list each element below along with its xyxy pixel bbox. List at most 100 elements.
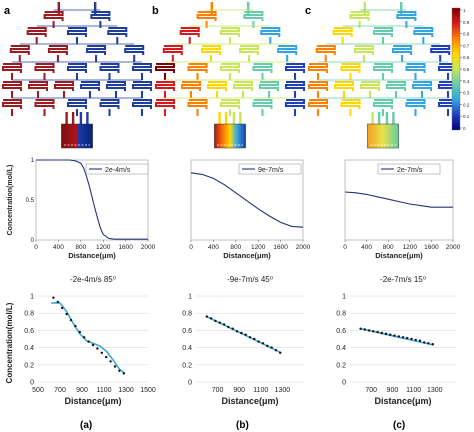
data-point — [205, 315, 208, 318]
x-tick-label: 0 — [34, 244, 38, 251]
colorbar-tick-label: 0.2 — [463, 102, 470, 107]
data-point — [393, 334, 396, 337]
data-point — [372, 330, 375, 333]
plot-frame — [190, 159, 304, 241]
chart-title: -2e-7m/s 15⁰ — [380, 275, 426, 284]
data-point — [279, 351, 282, 354]
fit-line — [360, 327, 434, 346]
colorbar-tick-label: 0.6 — [463, 55, 470, 60]
data-point — [65, 312, 68, 316]
data-point — [423, 341, 426, 344]
x-axis-label: Distance(μm) — [223, 251, 271, 260]
data-point — [363, 328, 366, 331]
colorbar-tick-label: 0.1 — [463, 114, 470, 119]
x-tick-label: 2000 — [141, 244, 156, 251]
colorbar-tick-label: 1 — [463, 8, 466, 13]
colorbar-tick-label: 0.9 — [463, 20, 470, 25]
x-tick-label: 1100 — [406, 387, 421, 394]
x-tick-label: 1300 — [427, 387, 443, 394]
fit-chart-b: -9e-7m/s 45⁰ 0 0.2 0.4 0.6 0.8 1 700 900 1100 1300… — [182, 275, 304, 406]
y-tick-label: 1 — [31, 158, 35, 164]
x-tick-label: 1200 — [96, 244, 111, 251]
y-tick-label: 0.2 — [24, 362, 34, 369]
data-point — [431, 343, 434, 346]
concentration-profile-chart-c: 0 400 800 1200 1600 2000 Distance(μm) 2e-7m/s — [343, 159, 461, 260]
y-tick-label: 1 — [188, 294, 192, 301]
data-point — [410, 337, 413, 341]
y-tick-label: 0.4 — [336, 345, 346, 352]
y-tick-label: 1 — [30, 294, 34, 301]
y-tick-label: 0.6 — [182, 328, 192, 335]
plot-frame — [344, 159, 454, 241]
plot-frame — [35, 159, 149, 241]
data-point — [261, 342, 265, 345]
x-tick-label: 1300 — [275, 387, 291, 394]
data-point — [105, 355, 108, 359]
x-tick-label: 800 — [75, 244, 86, 251]
colorbar-tick-label: 0.4 — [463, 79, 470, 84]
data-point — [87, 340, 90, 343]
x-tick-label: 0 — [189, 244, 193, 251]
data-point — [118, 369, 121, 372]
data-point — [397, 335, 400, 338]
x-axis-label: Distance(μm) — [375, 251, 423, 260]
colorbar-tick-label: 0.8 — [463, 32, 470, 37]
data-point — [244, 333, 247, 336]
fit-chart-c: -2e-7m/s 15⁰ 0 0.2 0.4 0.6 0.8 1 700 900 1100 1300… — [336, 275, 456, 406]
y-axis-label: Concentration(mol/L) — [5, 302, 14, 383]
y-tick-label: 0.8 — [182, 311, 192, 318]
x-tick-label: 400 — [53, 244, 64, 251]
x-tick-label: 500 — [32, 387, 44, 394]
data-point — [56, 300, 59, 304]
y-tick-label: 0 — [342, 380, 346, 387]
y-tick-label: 0.4 — [24, 345, 34, 352]
data-point — [266, 344, 269, 348]
colorbar-ticks: 1 0.9 0.8 0.7 0.6 0.5 0.4 0.3 0.2 0.1 0 — [460, 8, 470, 131]
data-point — [231, 327, 234, 330]
data-point — [209, 317, 213, 320]
colorbar-tick-label: 0.3 — [463, 91, 470, 96]
data-point — [122, 372, 126, 375]
data-point — [406, 336, 409, 340]
x-tick-label: 900 — [76, 387, 88, 394]
x-axis-label: Distance(μm) — [221, 396, 278, 406]
colorbar-tick-label: 0.7 — [463, 43, 470, 48]
panel-letter-b: b — [152, 5, 159, 17]
data-point — [359, 327, 362, 330]
data-point — [83, 336, 86, 339]
panel-letter-a: a — [4, 5, 11, 17]
x-axis-label: Distance(μm) — [68, 251, 116, 260]
y-tick-label: 0.6 — [336, 328, 346, 335]
x-tick-label: 0 — [343, 244, 347, 251]
y-tick-label: 0.8 — [24, 311, 34, 318]
y-tick-label: 0.8 — [336, 311, 346, 318]
x-tick-label: 1100 — [96, 387, 111, 394]
legend-box — [85, 163, 149, 175]
colorbar-tick-label: 0 — [463, 126, 466, 131]
data-point — [222, 323, 226, 326]
y-tick-label: 1 — [342, 294, 346, 301]
x-tick-label: 800 — [383, 244, 394, 251]
x-tick-label: 900 — [233, 387, 245, 394]
data-point — [389, 333, 392, 336]
data-point — [401, 336, 405, 339]
concentration-profile-chart-b: 0 400 800 1200 1600 2000 Distance(μm) 9e-7m/s — [189, 159, 311, 260]
x-tick-label: 400 — [208, 244, 219, 251]
series-line — [344, 191, 453, 208]
bottom-label-c: (c) — [393, 420, 405, 431]
mixer-tree-b — [154, 2, 306, 149]
y-tick-label: 0 — [31, 238, 35, 244]
y-tick-label: 0.5 — [26, 198, 35, 204]
data-point — [218, 321, 221, 324]
data-point — [113, 365, 117, 368]
data-point — [240, 331, 243, 335]
x-tick-label: 1200 — [403, 244, 418, 251]
x-tick-label: 1600 — [118, 244, 133, 251]
data-point — [274, 349, 278, 352]
colorbar — [451, 7, 461, 131]
data-point — [52, 296, 55, 299]
mixer-tree-a — [1, 2, 153, 149]
data-point — [253, 337, 256, 341]
